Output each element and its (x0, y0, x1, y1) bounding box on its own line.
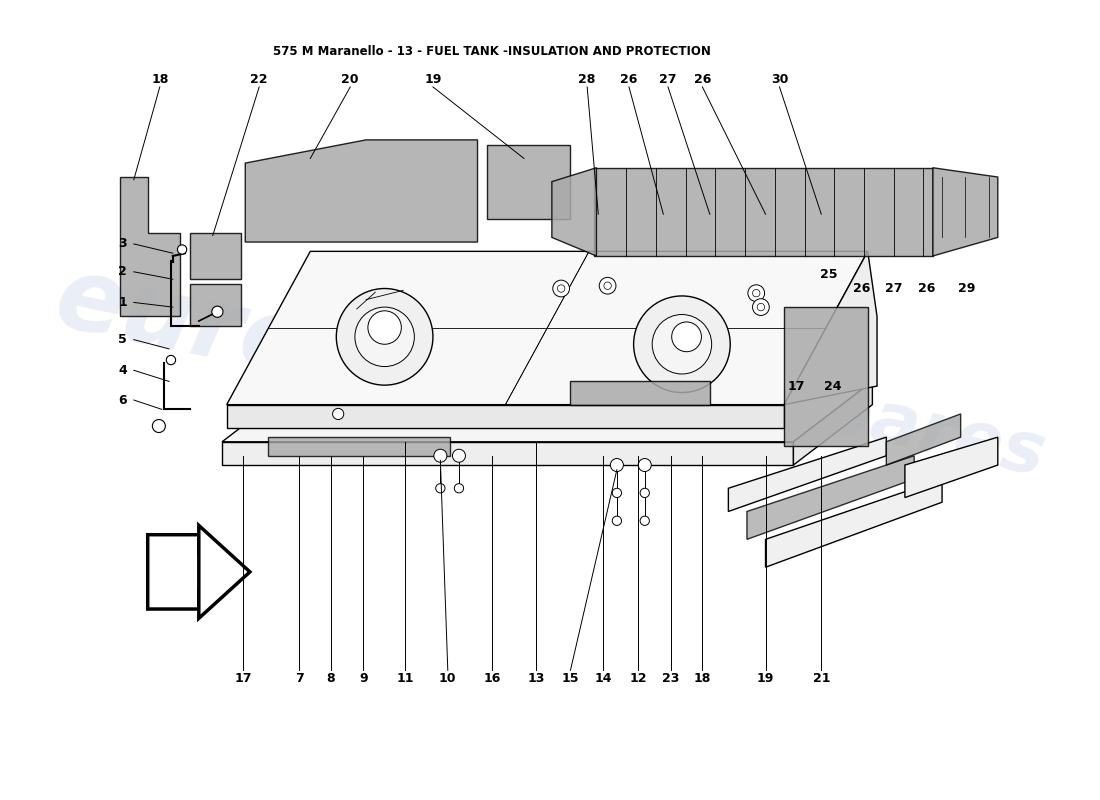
Text: 30: 30 (771, 73, 789, 86)
Polygon shape (552, 168, 596, 256)
Text: 24: 24 (824, 379, 842, 393)
Text: 6: 6 (119, 394, 126, 406)
Text: 19: 19 (757, 672, 774, 686)
Text: 4: 4 (119, 364, 126, 377)
Text: 5: 5 (119, 333, 126, 346)
Circle shape (640, 488, 649, 498)
Circle shape (436, 484, 446, 493)
Circle shape (212, 306, 223, 318)
Polygon shape (222, 382, 872, 442)
Circle shape (600, 278, 616, 294)
Text: 13: 13 (527, 672, 544, 686)
Polygon shape (747, 456, 914, 539)
Text: 9: 9 (359, 672, 367, 686)
Polygon shape (227, 251, 868, 405)
Polygon shape (487, 145, 571, 219)
Text: 575 M Maranello - 13 - FUEL TANK -INSULATION AND PROTECTION: 575 M Maranello - 13 - FUEL TANK -INSULA… (273, 45, 711, 58)
Text: 26: 26 (852, 282, 870, 295)
Text: 19: 19 (425, 73, 441, 86)
Circle shape (748, 285, 764, 302)
Circle shape (652, 314, 712, 374)
Text: 26: 26 (620, 73, 638, 86)
Polygon shape (147, 534, 231, 609)
Text: 26: 26 (694, 73, 711, 86)
Text: 12: 12 (629, 672, 647, 686)
Circle shape (610, 458, 624, 471)
Text: 21: 21 (813, 672, 830, 686)
Text: 2: 2 (119, 266, 126, 278)
Circle shape (752, 290, 760, 297)
Text: 17: 17 (234, 672, 252, 686)
Polygon shape (245, 140, 477, 242)
Text: 16: 16 (484, 672, 502, 686)
Text: 23: 23 (662, 672, 680, 686)
Text: eurospares: eurospares (46, 250, 685, 476)
Polygon shape (268, 437, 450, 456)
Circle shape (367, 311, 402, 344)
Text: 18: 18 (694, 672, 711, 686)
Polygon shape (594, 168, 933, 256)
Polygon shape (793, 382, 872, 465)
Circle shape (452, 450, 465, 462)
Text: 29: 29 (958, 282, 976, 295)
Polygon shape (571, 382, 710, 405)
Circle shape (177, 245, 187, 254)
Polygon shape (189, 233, 241, 279)
Polygon shape (887, 414, 960, 465)
Text: 1: 1 (119, 296, 126, 309)
Text: 14: 14 (594, 672, 612, 686)
Polygon shape (227, 405, 784, 428)
Circle shape (672, 322, 702, 352)
Text: 7: 7 (295, 672, 304, 686)
Circle shape (640, 516, 649, 526)
Circle shape (752, 298, 769, 315)
Circle shape (558, 285, 565, 292)
Text: 10: 10 (439, 672, 456, 686)
Circle shape (757, 303, 764, 311)
Text: 27: 27 (886, 282, 902, 295)
Polygon shape (784, 307, 868, 446)
Text: 17: 17 (788, 379, 805, 393)
Circle shape (613, 488, 621, 498)
Circle shape (332, 408, 343, 419)
Polygon shape (222, 442, 793, 465)
Circle shape (166, 355, 176, 365)
Text: 27: 27 (659, 73, 676, 86)
Text: 28: 28 (579, 73, 596, 86)
Text: eurospares: eurospares (591, 328, 1052, 490)
Circle shape (355, 307, 415, 366)
Circle shape (337, 289, 433, 385)
Text: 20: 20 (341, 73, 359, 86)
Text: 3: 3 (119, 238, 126, 250)
Text: 25: 25 (820, 268, 837, 281)
Polygon shape (933, 168, 998, 256)
Polygon shape (766, 479, 942, 567)
Polygon shape (905, 437, 998, 498)
Text: 15: 15 (562, 672, 580, 686)
Polygon shape (120, 177, 180, 316)
Polygon shape (199, 526, 250, 618)
Text: 18: 18 (151, 73, 168, 86)
Text: 26: 26 (917, 282, 935, 295)
Circle shape (454, 484, 463, 493)
Circle shape (604, 282, 612, 290)
Circle shape (613, 516, 621, 526)
Circle shape (638, 458, 651, 471)
Circle shape (553, 280, 570, 297)
Text: 22: 22 (251, 73, 268, 86)
Circle shape (153, 419, 165, 433)
Circle shape (634, 296, 730, 393)
Polygon shape (189, 284, 241, 326)
Text: 8: 8 (327, 672, 336, 686)
Polygon shape (728, 437, 887, 511)
Text: 11: 11 (396, 672, 414, 686)
Circle shape (433, 450, 447, 462)
Polygon shape (784, 251, 877, 405)
